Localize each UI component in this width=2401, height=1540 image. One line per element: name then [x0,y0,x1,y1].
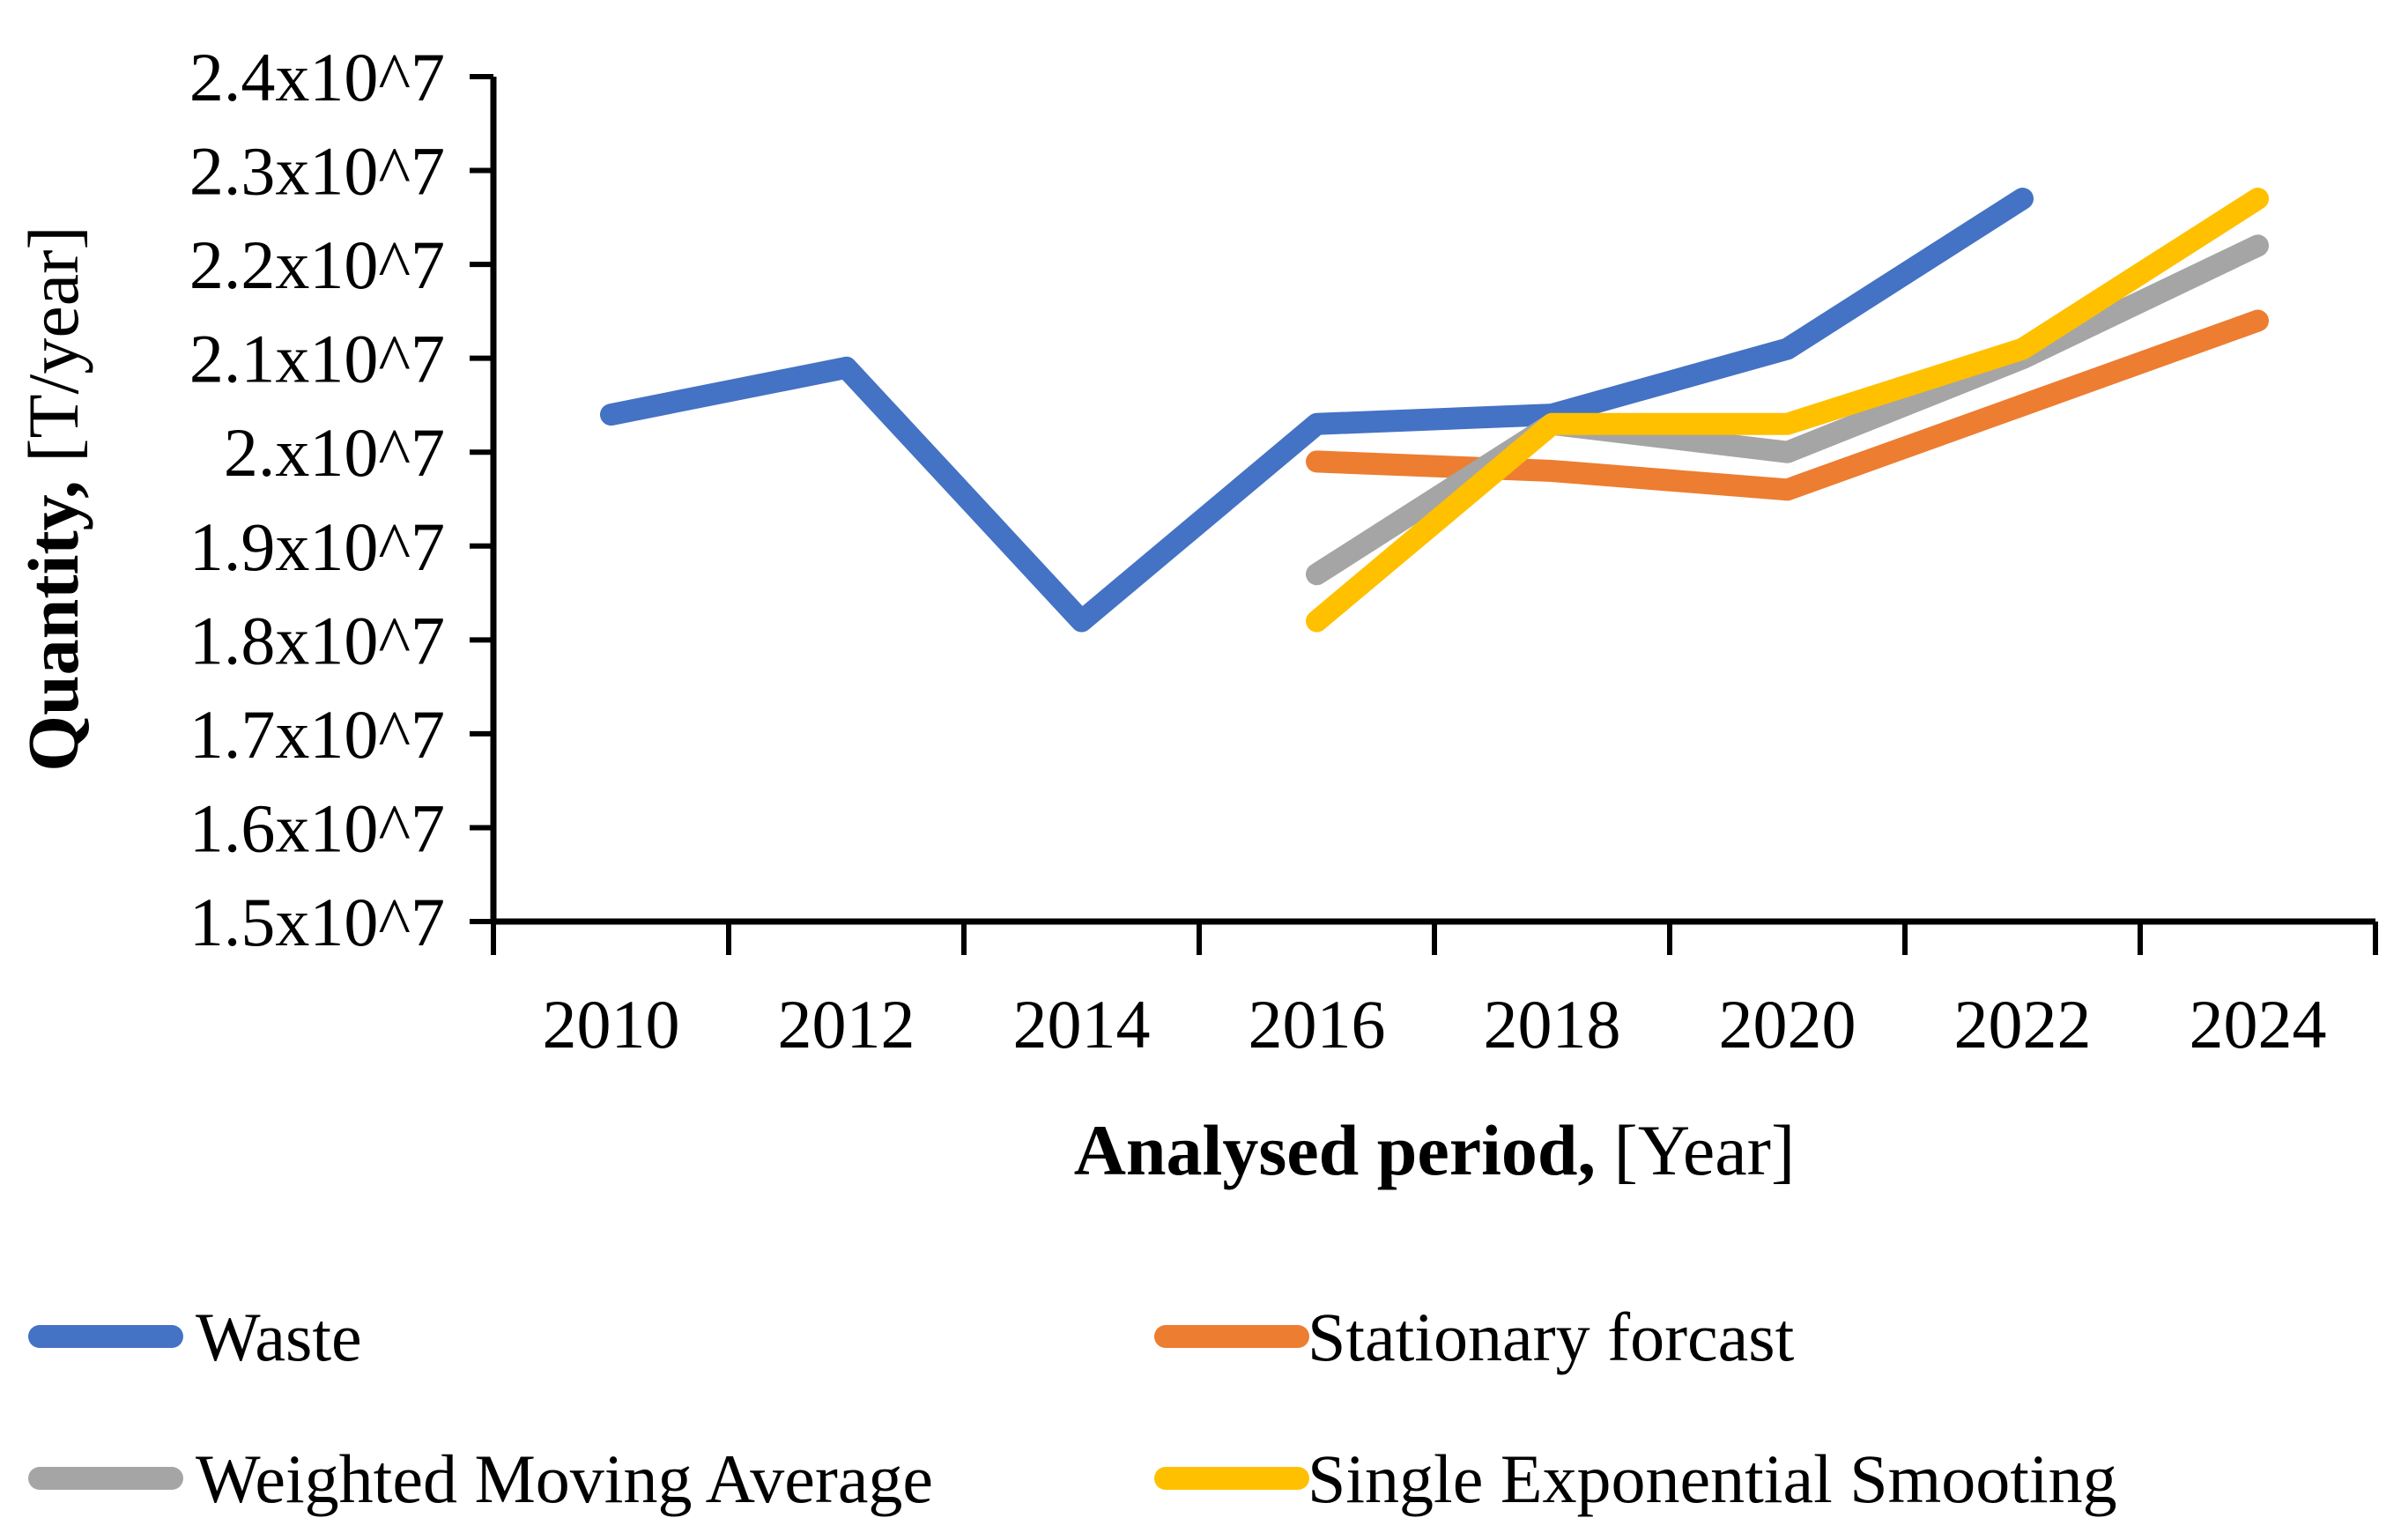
x-axis-title-bold: Analysed period, [1074,1110,1596,1190]
x-tick-label: 2016 [1249,986,1386,1062]
legend-swatch [28,1467,183,1490]
series-line-single-exponential-smooting [1306,188,2269,633]
y-axis-title-bold: Quantity, [13,480,93,771]
y-tick-label: 2.4x10^7 [189,39,445,115]
y-tick-label: 1.8x10^7 [189,602,445,678]
legend: Waste Stationary forcast Weighted Moving A… [28,1299,2117,1517]
legend-label: Stationary forcast [1308,1299,1795,1375]
legend-swatch [1154,1325,1309,1348]
y-tick-label: 1.7x10^7 [189,696,445,773]
series-lines [600,188,2269,633]
x-axis-tick-labels: 2010 2012 2014 2016 2018 2020 2022 2024 [543,986,2327,1062]
legend-swatch [1154,1467,1309,1490]
x-tick-label: 2014 [1013,986,1151,1062]
y-axis-title: Quantity, [T/year] [13,226,93,771]
legend-item-single-exponential-smooting: Single Exponential Smooting [1154,1440,2117,1517]
legend-label: Weighted Moving Average [196,1440,933,1517]
y-tick-label: 1.5x10^7 [189,884,445,960]
y-tick-label: 1.9x10^7 [189,508,445,585]
series-line-weighted-moving-average [1306,234,2269,586]
series-line-waste [600,188,2034,633]
y-tick-label: 1.6x10^7 [189,789,445,866]
x-tick-label: 2018 [1484,986,1621,1062]
x-tick-label: 2022 [1954,986,2092,1062]
x-tick-label: 2012 [778,986,915,1062]
x-tick-label: 2020 [1719,986,1856,1062]
legend-item-weighted-moving-average: Weighted Moving Average [28,1440,933,1517]
legend-label: Waste [196,1299,362,1375]
legend-item-stationary-forcast: Stationary forcast [1154,1299,1795,1375]
y-axis-ticks [470,74,493,924]
legend-label: Single Exponential Smooting [1308,1440,2117,1517]
x-tick-label: 2024 [2190,986,2327,1062]
y-tick-label: 2.1x10^7 [189,321,445,397]
y-axis-tick-labels: 2.4x10^7 2.3x10^7 2.2x10^7 2.1x10^7 2.x10^7 1… [189,39,445,960]
legend-item-waste: Waste [28,1299,362,1375]
y-axis-title-regular: [T/year] [13,226,93,480]
y-tick-label: 2.2x10^7 [189,226,445,303]
x-axis-title: Analysed period, [Year] [1074,1110,1796,1190]
x-axis-ticks [491,922,2378,955]
y-tick-label: 2.3x10^7 [189,133,445,210]
x-axis-title-regular: [Year] [1596,1110,1795,1190]
y-tick-label: 2.x10^7 [224,414,445,491]
legend-swatch [28,1325,183,1348]
x-tick-label: 2010 [543,986,680,1062]
